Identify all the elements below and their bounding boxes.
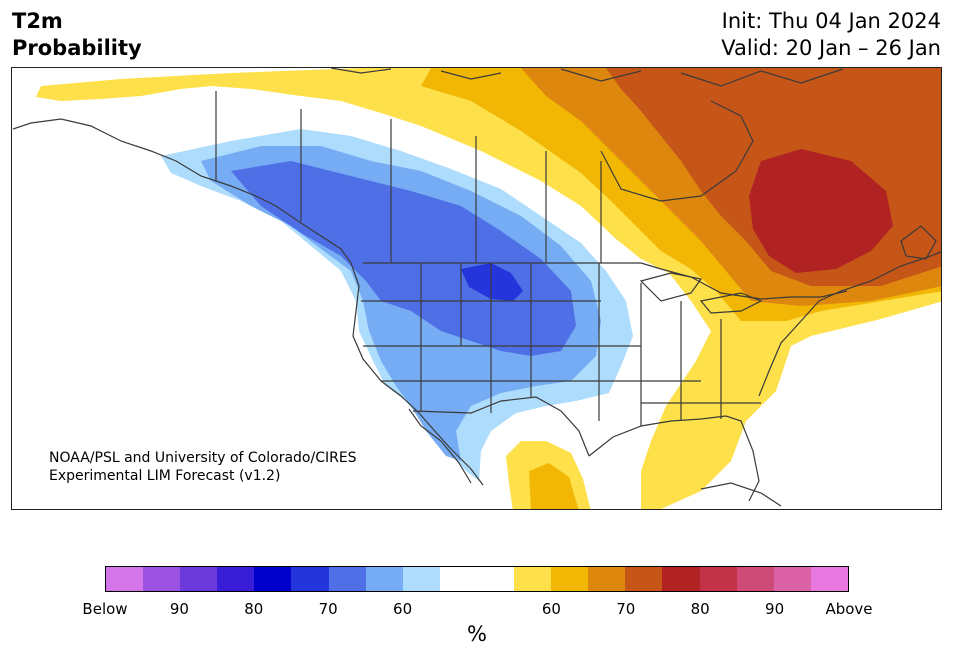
warm-shading — [36, 68, 941, 509]
colorbar-tick-label: Below — [82, 600, 128, 618]
colorbar-cell — [773, 567, 811, 591]
newfoundland — [900, 225, 937, 260]
baja-peninsula — [408, 408, 472, 484]
colorbar-cell — [180, 567, 218, 591]
colorbar-tick-label: 70 — [616, 600, 636, 618]
colorbar-tick-label: Above — [825, 600, 873, 618]
colorbar-cell — [254, 567, 292, 591]
colorbar-cell — [514, 567, 552, 591]
pacific-coast — [12, 118, 484, 486]
colorbar-tick-label: 80 — [690, 600, 710, 618]
borders — [12, 68, 941, 507]
map-title-line1: T2m — [12, 9, 63, 33]
warm-band-65-south — [529, 463, 579, 509]
map-panel — [11, 67, 942, 510]
probability-colorbar — [105, 566, 849, 592]
valid-dates: Valid: 20 Jan – 26 Jan — [721, 36, 941, 60]
gulf-coast — [588, 415, 760, 502]
colorbar-unit: % — [467, 622, 487, 646]
cold-shading — [161, 129, 633, 481]
colorbar-cell — [439, 567, 477, 591]
us-canada-border — [363, 262, 848, 300]
credit-line2: Experimental LIM Forecast (v1.2) — [49, 468, 281, 484]
warm-band-80 — [749, 149, 893, 273]
colorbar-tick-label: 70 — [318, 600, 338, 618]
cold-band-70 — [231, 161, 576, 356]
colorbar-tick-label: 90 — [169, 600, 189, 618]
colorbar-cell — [699, 567, 737, 591]
colorbar-cell — [551, 567, 589, 591]
colorbar-cell — [476, 567, 515, 591]
arctic-islands — [330, 68, 844, 87]
hudson-bay — [600, 100, 754, 202]
colorbar-tick-label: 90 — [765, 600, 785, 618]
atlantic-coast — [758, 251, 941, 397]
colorbar-cell — [143, 567, 181, 591]
colorbar-tick-label: 60 — [541, 600, 561, 618]
credit-line1: NOAA/PSL and University of Colorado/CIRE… — [49, 450, 357, 466]
great-lakes — [639, 272, 763, 314]
state-lines — [361, 263, 761, 426]
colorbar-tick-label: 80 — [244, 600, 264, 618]
forecast-credit: NOAA/PSL and University of Colorado/CIRE… — [49, 449, 357, 485]
probability-map — [12, 68, 941, 509]
colorbar-cell — [625, 567, 663, 591]
cold-band-75 — [461, 263, 523, 301]
province-lines — [215, 91, 602, 263]
colorbar-cell — [365, 567, 403, 591]
colorbar-cell — [106, 567, 144, 591]
map-title: T2m Probability — [12, 8, 142, 62]
colorbar-cell — [291, 567, 329, 591]
colorbar-cell — [736, 567, 774, 591]
colorbar-cell — [662, 567, 700, 591]
init-date: Init: Thu 04 Jan 2024 — [721, 9, 941, 33]
forecast-dates: Init: Thu 04 Jan 2024 Valid: 20 Jan – 26… — [721, 8, 941, 62]
colorbar-tick-label: 60 — [393, 600, 413, 618]
colorbar-cell — [328, 567, 366, 591]
colorbar-cell — [588, 567, 626, 591]
map-title-line2: Probability — [12, 36, 142, 60]
cuba — [700, 482, 782, 507]
colorbar-cell — [402, 567, 440, 591]
us-mexico-border — [412, 396, 590, 457]
colorbar-cell — [217, 567, 255, 591]
colorbar-cell — [810, 567, 848, 591]
